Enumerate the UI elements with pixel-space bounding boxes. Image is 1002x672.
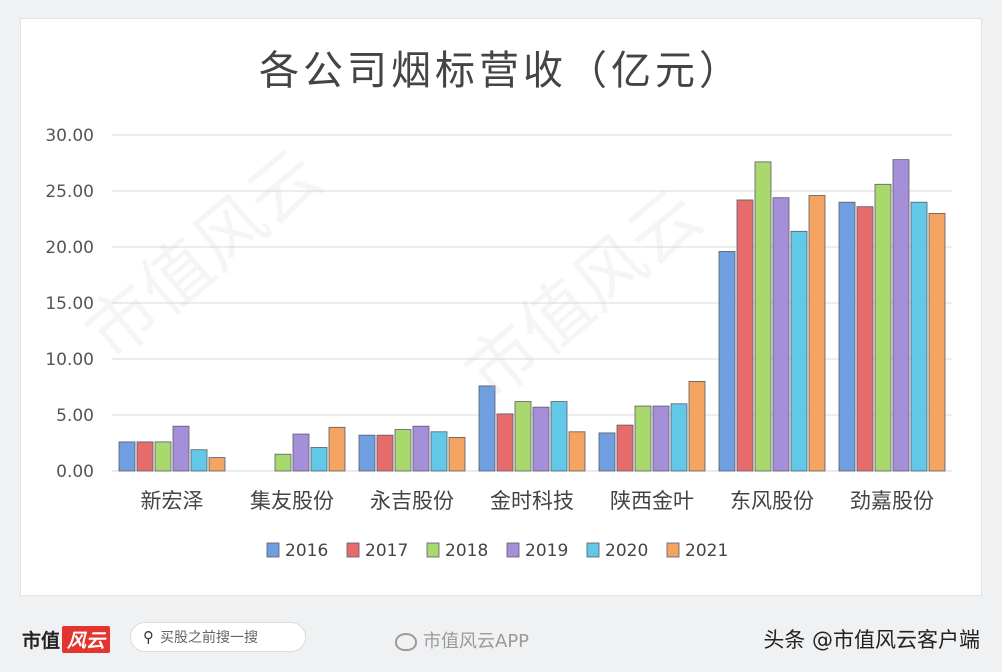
bar xyxy=(874,183,892,472)
bar xyxy=(154,441,172,472)
bar-chart: 0.00 5.00 10.00 15.00 20.00 25.00 30.00 新宏泽 集友股份… xyxy=(45,126,952,561)
bar xyxy=(808,195,826,472)
source-label: 头条 @市值风云客户端 xyxy=(763,628,980,652)
x-tick-label: 金时科技 xyxy=(490,489,574,513)
y-tick-label: 15.00 xyxy=(45,294,94,314)
legend-label: 2016 xyxy=(285,541,328,561)
search-icon: ⚲ xyxy=(143,628,154,646)
legend-swatch xyxy=(586,542,600,558)
bar xyxy=(910,201,928,472)
legend-swatch xyxy=(346,542,360,558)
bar xyxy=(448,436,466,472)
y-tick-label: 10.00 xyxy=(45,350,94,370)
x-tick-label: 新宏泽 xyxy=(141,489,204,513)
bar xyxy=(568,431,586,472)
bar xyxy=(310,447,328,472)
bar xyxy=(892,159,910,472)
y-tick-label: 5.00 xyxy=(56,406,94,426)
bar xyxy=(274,453,292,472)
bar xyxy=(328,426,346,472)
bar xyxy=(190,449,208,472)
x-tick-label: 劲嘉股份 xyxy=(850,489,934,513)
y-tick-label: 30.00 xyxy=(45,126,94,146)
bar xyxy=(616,424,634,472)
legend-label: 2020 xyxy=(605,541,648,561)
bar xyxy=(292,433,310,472)
x-tick-label: 集友股份 xyxy=(250,489,334,513)
legend-label: 2018 xyxy=(445,541,488,561)
x-tick-label: 陕西金叶 xyxy=(610,489,694,513)
bar xyxy=(136,441,154,472)
bar xyxy=(838,201,856,472)
bar xyxy=(478,385,496,472)
bar xyxy=(688,380,706,472)
bar xyxy=(550,401,568,472)
chart-title: 各公司烟标营收（亿元） xyxy=(259,48,743,94)
bar xyxy=(430,431,448,472)
brand-text: 市值 xyxy=(22,630,61,652)
legend-label: 2019 xyxy=(525,541,568,561)
legend-swatch xyxy=(426,542,440,558)
brand-logo: 市值 风云 xyxy=(22,626,111,653)
legend-swatch xyxy=(666,542,680,558)
bar xyxy=(856,206,874,472)
bar xyxy=(358,434,376,472)
y-tick-label: 20.00 xyxy=(45,238,94,258)
bar xyxy=(772,197,790,472)
bar xyxy=(376,434,394,472)
footer-bar: 市值 风云 ⚲ 买股之前搜一搜 市值风云APP 头条 @市值风云客户端 xyxy=(0,606,1002,672)
bar xyxy=(394,429,412,472)
bar xyxy=(790,230,808,472)
bar xyxy=(496,413,514,472)
app-name-text: 市值风云APP xyxy=(423,631,530,652)
bar xyxy=(598,432,616,472)
bar xyxy=(532,406,550,472)
bar xyxy=(412,425,430,472)
bar xyxy=(718,251,736,472)
bar xyxy=(652,405,670,472)
x-tick-label: 永吉股份 xyxy=(370,489,454,513)
app-name: 市值风云APP xyxy=(395,627,529,653)
bar xyxy=(514,401,532,472)
bar xyxy=(670,403,688,472)
legend-swatch xyxy=(266,542,280,558)
y-tick-label: 25.00 xyxy=(45,182,94,202)
bar xyxy=(754,161,772,472)
bar xyxy=(736,199,754,472)
x-tick-label: 东风股份 xyxy=(730,489,814,513)
y-tick-label: 0.00 xyxy=(56,462,94,482)
brand-mark: 风云 xyxy=(62,626,111,653)
bar xyxy=(634,405,652,472)
legend-swatch xyxy=(506,542,520,558)
legend-label: 2021 xyxy=(685,541,728,561)
search-box[interactable]: ⚲ 买股之前搜一搜 xyxy=(130,622,306,652)
search-text: 买股之前搜一搜 xyxy=(160,630,258,646)
weibo-icon xyxy=(395,633,417,651)
legend-label: 2017 xyxy=(365,541,408,561)
bar xyxy=(172,425,190,472)
bar xyxy=(208,457,226,472)
bar xyxy=(928,213,946,472)
bar xyxy=(118,441,136,472)
